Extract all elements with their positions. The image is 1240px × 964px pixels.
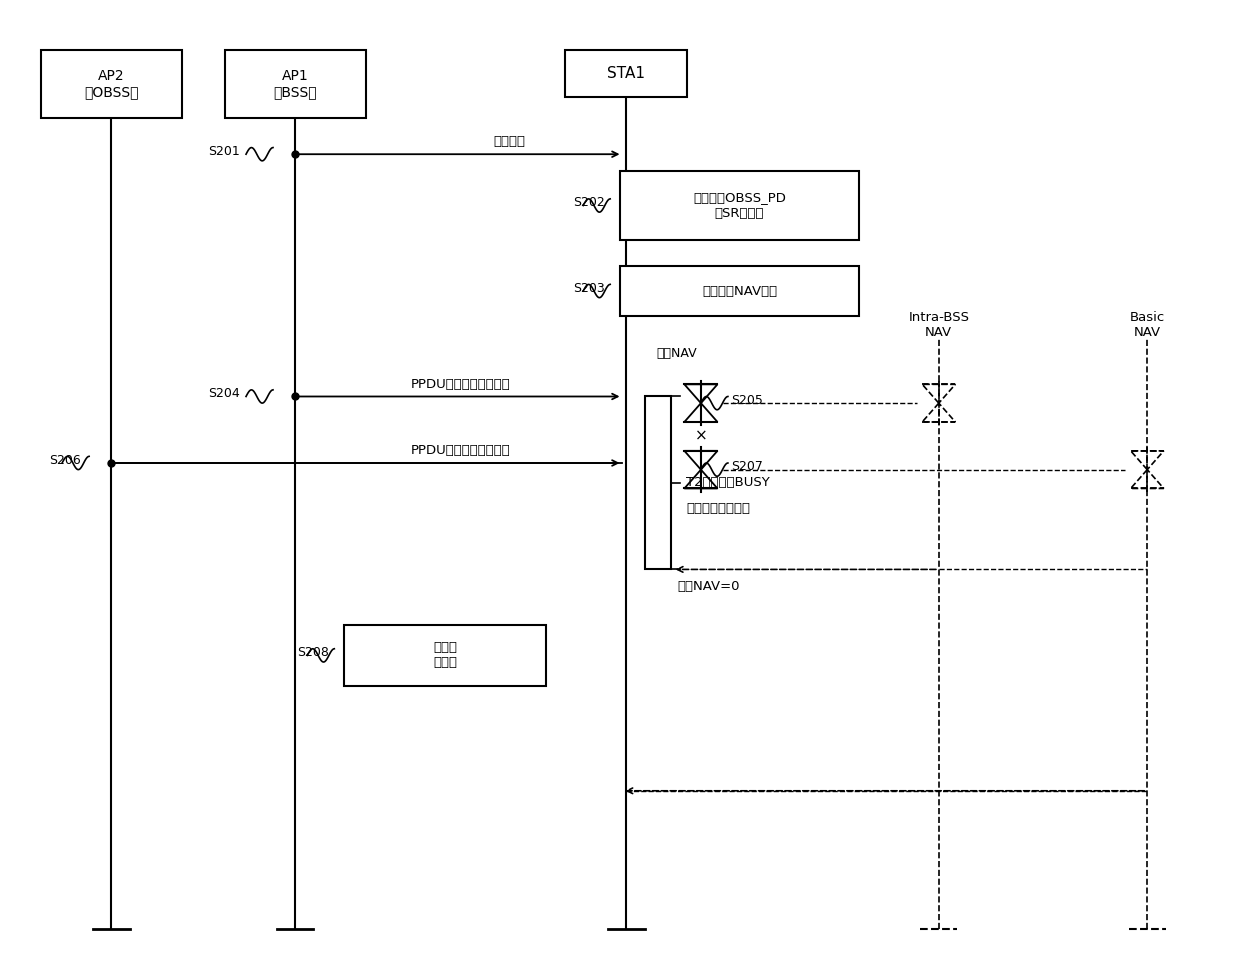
Text: S205: S205 (732, 393, 764, 407)
Bar (224, 50, 366, 119)
Text: S207: S207 (732, 460, 764, 473)
Bar (620, 266, 859, 316)
Text: STA1: STA1 (608, 66, 645, 81)
Text: S203: S203 (574, 281, 605, 295)
Text: （虚拟载波侦听）: （虚拟载波侦听） (686, 502, 750, 515)
Text: AP2
（OBSS）: AP2 （OBSS） (84, 68, 139, 99)
Bar (645, 396, 672, 570)
Text: S201: S201 (208, 145, 239, 158)
Text: Intra-BSS
NAV: Intra-BSS NAV (908, 311, 970, 339)
Text: 常规NAV: 常规NAV (657, 347, 697, 361)
Text: AP1
（BSS）: AP1 （BSS） (273, 68, 317, 99)
Text: ×: × (694, 429, 707, 443)
Bar (41, 50, 182, 119)
Bar (345, 625, 547, 686)
Text: 信标帧等: 信标帧等 (494, 135, 526, 148)
Text: S206: S206 (48, 454, 81, 467)
Text: PPDU帧等（持续时间）: PPDU帧等（持续时间） (410, 444, 511, 457)
Bar (565, 50, 687, 97)
Text: S202: S202 (574, 196, 605, 209)
Text: 仅使常规NAV有效: 仅使常规NAV有效 (702, 284, 777, 298)
Text: T2：媒介为BUSY: T2：媒介为BUSY (686, 475, 770, 489)
Text: Basic
NAV: Basic NAV (1130, 311, 1164, 339)
Text: 关闭基于OBSS_PD
的SR的设置: 关闭基于OBSS_PD 的SR的设置 (693, 192, 786, 220)
Bar (620, 172, 859, 240)
Text: PPDU帧等（持续时间）: PPDU帧等（持续时间） (410, 378, 511, 390)
Text: S204: S204 (208, 388, 239, 400)
Text: 常规NAV=0: 常规NAV=0 (677, 580, 740, 593)
Text: 恢复载
波侦听: 恢复载 波侦听 (433, 641, 458, 669)
Text: S208: S208 (298, 646, 330, 659)
